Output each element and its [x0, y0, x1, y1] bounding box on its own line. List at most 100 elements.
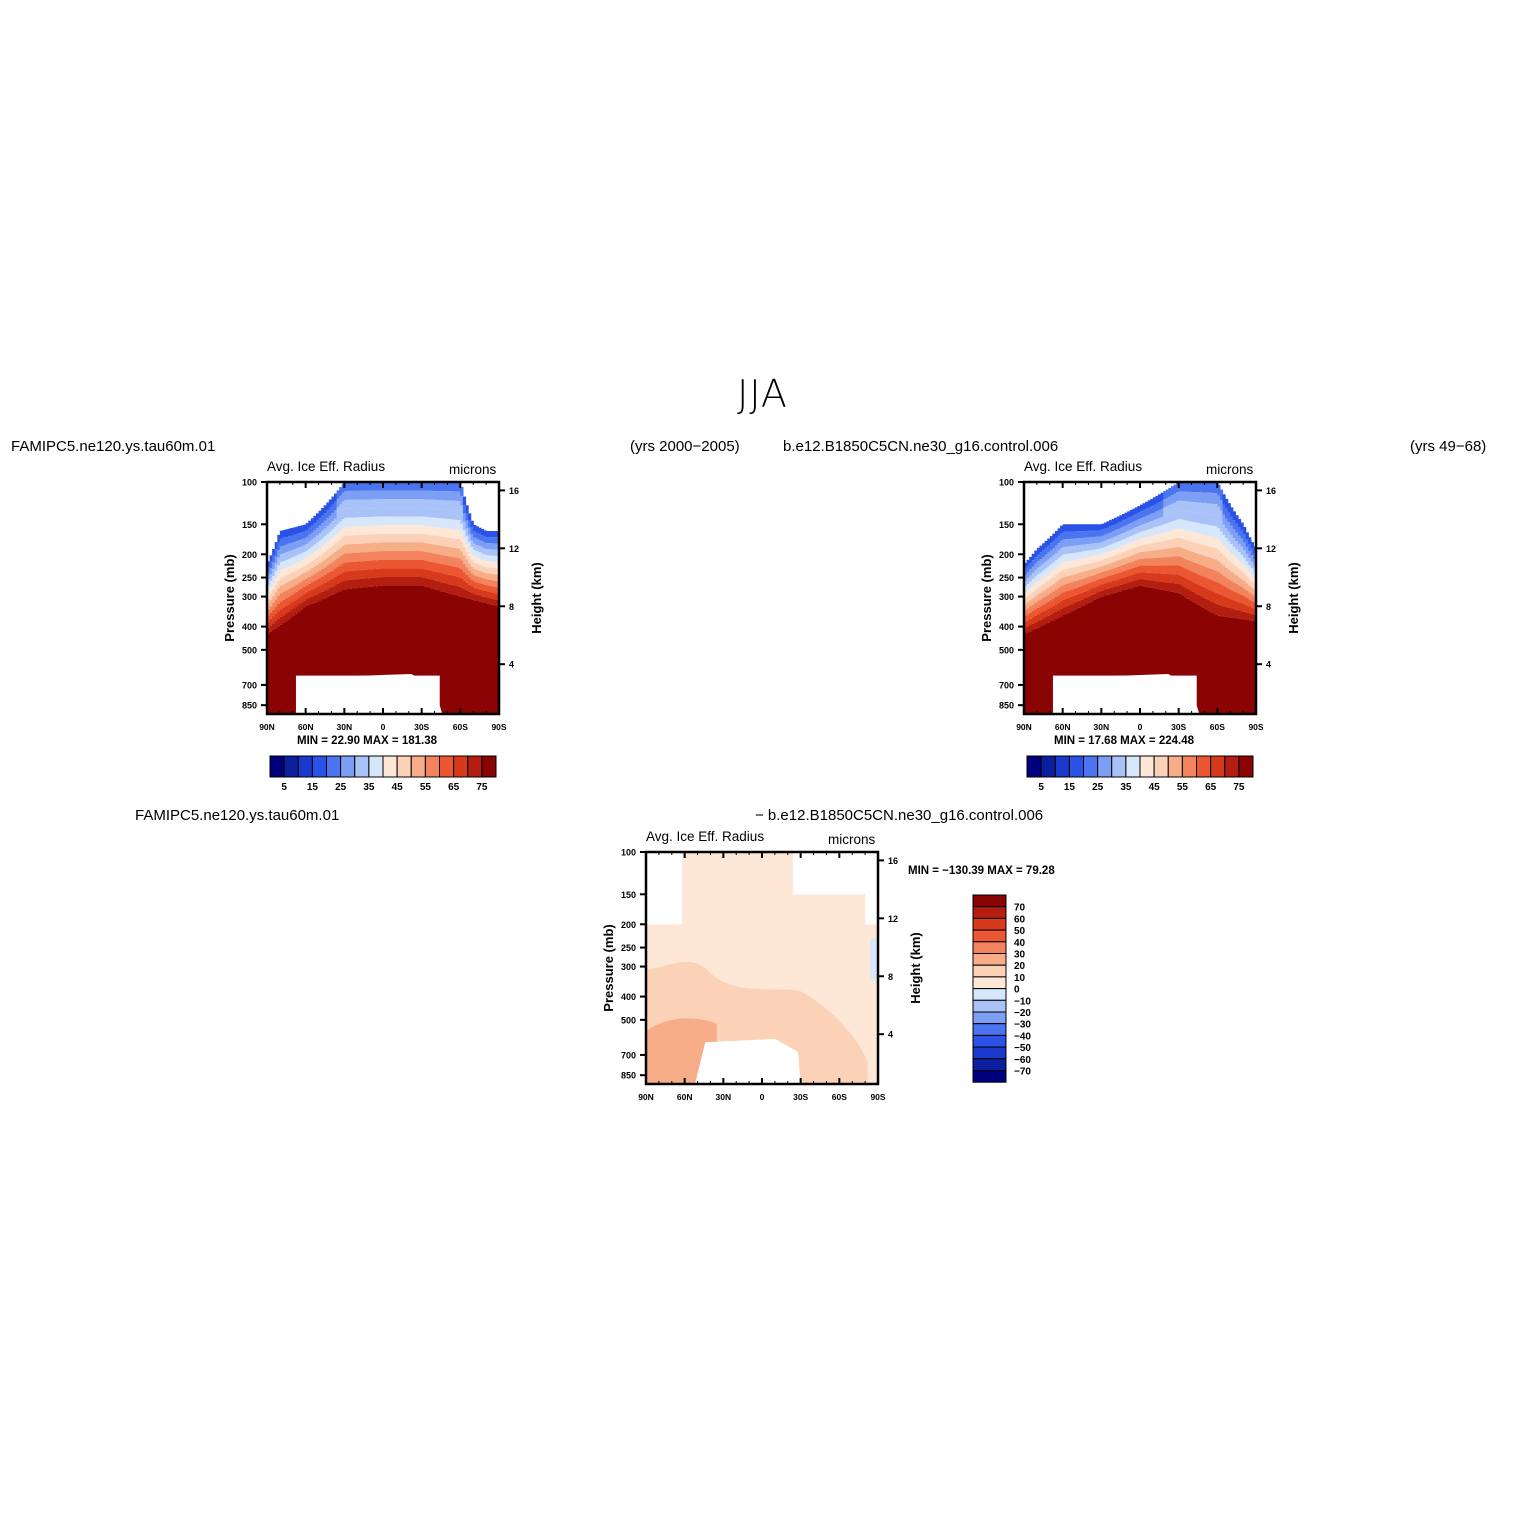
right-field-cell	[1163, 590, 1167, 676]
left-field-cell	[272, 569, 276, 576]
right-field-cell	[1070, 531, 1074, 539]
right-field-cell	[1230, 516, 1234, 526]
left-field-cell	[341, 501, 345, 511]
right-field-cell	[1240, 562, 1244, 571]
left-field-cell	[310, 546, 314, 554]
right-field-cell	[1181, 576, 1185, 587]
right-field-cell	[1145, 508, 1149, 516]
right-field-cell	[1140, 538, 1144, 546]
right-field-cell	[1212, 482, 1216, 493]
left-field-cell	[269, 593, 273, 600]
left-field-cell	[267, 597, 271, 604]
right-field-cell	[1060, 616, 1064, 676]
left-field-cell	[377, 559, 382, 569]
right-field-cell	[1031, 591, 1035, 599]
right-field-cell	[1250, 542, 1255, 549]
right-field-cell	[1114, 555, 1118, 562]
right-field-cell	[1212, 591, 1216, 603]
diff-xtick-label: 30N	[716, 1092, 732, 1102]
left-field-cell	[462, 589, 467, 598]
right-field-cell	[1207, 610, 1211, 714]
left-field-cell	[444, 518, 449, 529]
right-field-cell	[1109, 544, 1113, 551]
left-field-cell	[267, 633, 271, 714]
right-field-cell	[1085, 584, 1090, 591]
right-field-cell	[1054, 582, 1059, 590]
right-field-cell	[1227, 522, 1231, 532]
right-field-cell	[1026, 620, 1030, 627]
left-field-cell	[473, 594, 477, 601]
right-field-cell	[1052, 562, 1056, 570]
right-field-cell	[1245, 532, 1249, 540]
right-field-cell	[1199, 502, 1203, 514]
left-field-cell	[457, 567, 461, 578]
left-field-cell	[367, 499, 371, 509]
left-field-cell	[419, 559, 423, 569]
right-field-cell	[1250, 555, 1255, 562]
right-field-cell	[1119, 527, 1123, 535]
left-field-cell	[468, 570, 472, 578]
right-field-cell	[1057, 610, 1061, 618]
left-field-cell	[287, 604, 291, 612]
left-field-cell	[431, 562, 436, 572]
right-field-cell	[1062, 546, 1066, 555]
right-field-cell	[1173, 520, 1177, 530]
left-field-cell	[401, 559, 405, 569]
right-field-cell	[1054, 618, 1059, 676]
left-field-cell	[377, 482, 382, 491]
right-field-cell	[1039, 613, 1043, 620]
left-field-cell	[287, 528, 291, 537]
left-field-cell	[491, 543, 495, 550]
right-field-cell	[1085, 550, 1090, 558]
right-field-cell	[1062, 569, 1066, 578]
left-field-cell	[362, 499, 366, 509]
left-field-cell	[334, 510, 338, 519]
left-field-cell	[431, 571, 436, 581]
right-field-cell	[1160, 533, 1164, 542]
left-field-cell	[475, 551, 479, 558]
right-min-max: MIN = 17.68 MAX = 224.48	[1054, 735, 1194, 747]
left-field-cell	[457, 520, 461, 530]
left-field-cell	[473, 543, 477, 551]
right-field-cell	[1044, 610, 1048, 618]
right-ytick-label: 850	[999, 701, 1014, 711]
right-field-cell	[1085, 597, 1090, 604]
left-field-cell	[439, 500, 443, 510]
right-field-cell	[1155, 503, 1159, 512]
left-field-cell	[297, 590, 302, 598]
right-field-cell	[1163, 499, 1167, 508]
right-field-cell	[1132, 548, 1136, 555]
left-field-cell	[308, 569, 312, 577]
left-field-cell	[403, 576, 407, 586]
left-y2tick-label: 4	[509, 660, 514, 670]
right-field-cell	[1147, 536, 1151, 544]
left-field-cell	[493, 568, 498, 575]
left-field-cell	[493, 580, 498, 587]
right-field-cell	[1142, 572, 1146, 580]
right-field-cell	[1176, 510, 1180, 520]
left-field-cell	[393, 499, 397, 508]
right-field-cell	[1052, 605, 1056, 613]
left-field-cell	[287, 611, 291, 620]
right-field-cell	[1091, 524, 1095, 531]
right-field-cell	[1232, 573, 1236, 583]
right-field-cell	[1248, 571, 1252, 579]
left-field-cell	[370, 569, 374, 579]
right-field-cell	[1183, 597, 1187, 676]
right-field-cell	[1075, 594, 1079, 602]
right-field-cell	[1235, 601, 1239, 610]
left-field-cell	[359, 552, 363, 562]
right-field-cell	[1024, 615, 1028, 622]
right-field-cell	[1140, 511, 1144, 519]
right-field-cell	[1024, 574, 1028, 581]
right-field-cell	[1034, 628, 1038, 714]
left-field-cell	[421, 551, 425, 560]
left-field-cell	[411, 516, 415, 526]
left-field-cell	[421, 490, 425, 500]
left-field-cell	[421, 568, 425, 578]
right-field-cell	[1207, 503, 1211, 515]
right-field-cell	[1165, 514, 1169, 524]
right-field-cell	[1124, 519, 1128, 526]
left-field-cell	[354, 543, 358, 553]
right-field-cell	[1152, 580, 1157, 589]
